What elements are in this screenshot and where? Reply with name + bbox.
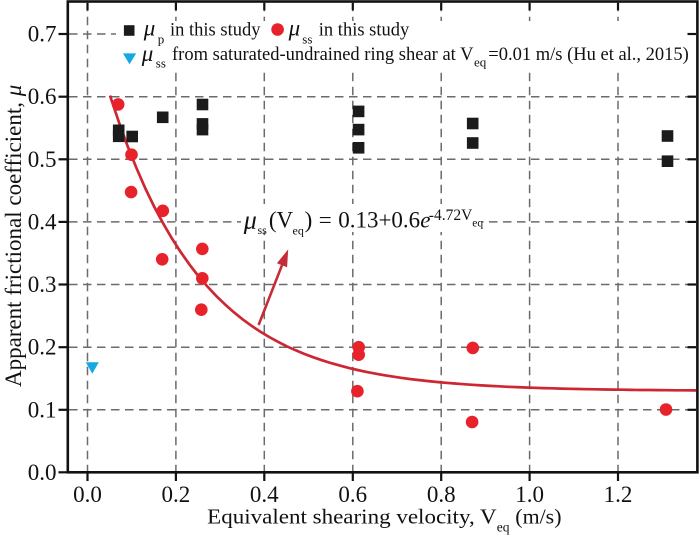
svg-text:eq: eq [472, 218, 483, 230]
svg-text:0.2: 0.2 [162, 482, 191, 507]
svg-text:0.8: 0.8 [427, 482, 456, 507]
svg-text:e: e [420, 208, 430, 233]
svg-text:ss: ss [258, 223, 268, 237]
svg-text:ss: ss [302, 32, 312, 47]
svg-text:0.6: 0.6 [338, 482, 367, 507]
svg-text:from saturated-undrained ring: from saturated-undrained ring shear at V [172, 45, 474, 65]
svg-text:μ: μ [243, 206, 257, 235]
svg-text:0.4: 0.4 [28, 209, 57, 234]
svg-text:0.5: 0.5 [28, 147, 57, 172]
svg-text:0.0: 0.0 [73, 482, 102, 507]
svg-text:0.1: 0.1 [28, 397, 57, 422]
svg-text:1.0: 1.0 [515, 482, 544, 507]
svg-text:eq: eq [293, 224, 304, 238]
svg-text:in this study: in this study [170, 21, 261, 41]
svg-text:(V: (V [269, 208, 294, 233]
svg-text:eq: eq [474, 55, 487, 70]
svg-text:): ) [305, 208, 313, 233]
svg-text:p: p [158, 32, 165, 47]
svg-text:-4.72V: -4.72V [429, 207, 473, 224]
svg-text:eq: eq [497, 519, 510, 534]
svg-text:Apparent frictional coefficien: Apparent frictional coefficient, μ [1, 85, 26, 387]
svg-text:0.0: 0.0 [28, 460, 57, 485]
svg-text:μ: μ [141, 41, 154, 66]
svg-text:0.2: 0.2 [28, 335, 57, 360]
svg-text:0.7: 0.7 [28, 22, 57, 47]
svg-text:(m/s): (m/s) [515, 504, 561, 528]
svg-text:μ: μ [143, 16, 156, 41]
svg-text:0.13+0.6: 0.13+0.6 [338, 208, 420, 233]
svg-text:0.3: 0.3 [28, 272, 57, 297]
svg-text:1.2: 1.2 [604, 482, 633, 507]
svg-text:μ: μ [288, 16, 301, 41]
svg-text:in this study: in this study [319, 21, 410, 41]
svg-text:=: = [319, 208, 332, 233]
svg-text:Equivalent shearing velocity,: Equivalent shearing velocity, V [207, 504, 497, 528]
svg-text:ss: ss [156, 56, 166, 71]
svg-text:0.6: 0.6 [28, 84, 57, 109]
svg-text:0.4: 0.4 [250, 482, 279, 507]
svg-text:=0.01 m/s (Hu et al., 2015): =0.01 m/s (Hu et al., 2015) [488, 45, 689, 65]
